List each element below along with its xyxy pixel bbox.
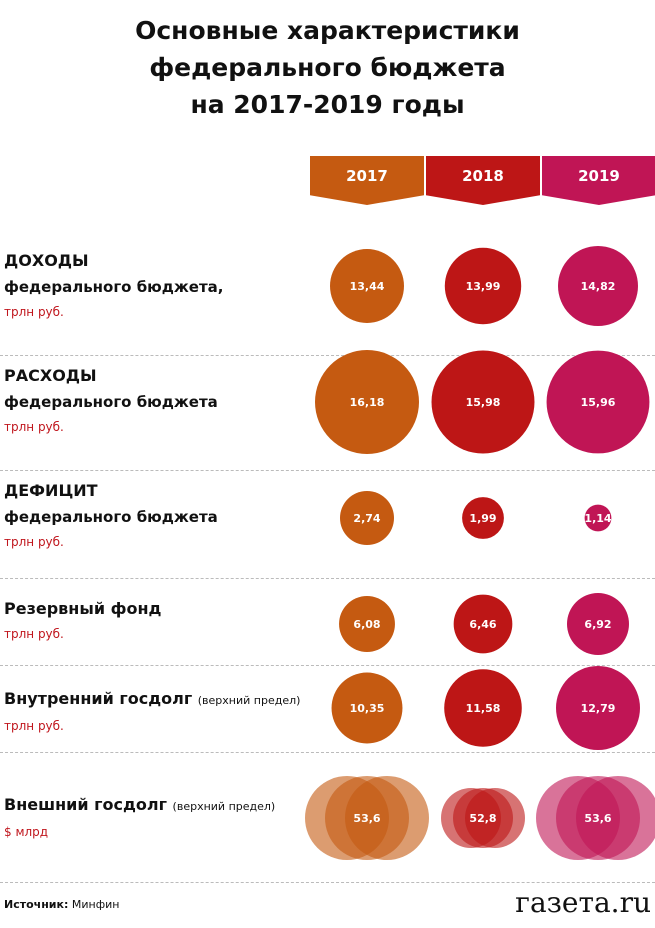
row-title: Резервный фонд [4,596,161,622]
row-title-text: ДОХОДЫ [4,251,89,270]
row-label: Внешний госдолг (верхний предел) $ млрд [4,792,275,844]
bubble-value-label: 52,8 [469,812,496,825]
bubble [315,350,419,454]
logo: газета.ru [515,886,651,919]
source-value: Минфин [71,898,120,911]
bubble [465,788,525,848]
title-line: на 2017-2019 годы [190,90,465,119]
row-title: Внешний госдолг (верхний предел) [4,792,275,820]
bubble-value-label: 13,99 [466,280,501,293]
bubble-value-label: 10,35 [350,702,385,715]
row-note: (верхний предел) [197,694,301,707]
bubble [431,350,535,454]
bubble [576,776,655,860]
bubble-value-label: 16,18 [350,396,385,409]
bubble [340,491,394,545]
row-title: ДОХОДЫ [4,248,224,274]
row-title-text: Внешний госдолг [4,795,167,814]
bubble-value-label: 15,96 [581,396,616,409]
row-unit: трлн руб. [4,420,64,434]
row-label: Внутренний госдолг (верхний предел) трлн … [4,686,300,738]
bubble [546,350,650,454]
bubble [330,249,404,323]
row-label: Резервный фонд трлн руб. [4,596,161,646]
bubble [339,596,395,652]
bubble-value-label: 1,99 [469,512,496,525]
row-subtitle: федерального бюджета [4,508,218,526]
row-separator [0,355,655,356]
row-label: ДОХОДЫ федерального бюджета, трлн руб. [4,248,224,324]
bubble [584,504,612,532]
row-title-text: Резервный фонд [4,599,162,618]
row-label: РАСХОДЫ федерального бюджета трлн руб. [4,363,218,439]
bubble-value-label: 12,79 [581,702,616,715]
row-separator [0,470,655,471]
bubble-value-label: 2,74 [353,512,380,525]
row-unit: $ млрд [4,825,49,839]
row-title-text: РАСХОДЫ [4,366,97,385]
bubble [567,593,629,655]
bubble-value-label: 14,82 [581,280,616,293]
row-unit: трлн руб. [4,305,64,319]
row-separator [0,752,655,753]
source-label: Источник: [4,898,69,911]
bubble [556,666,640,750]
year-header-2019: 2019 [542,156,655,205]
row-title: РАСХОДЫ [4,363,218,389]
source: Источник: Минфин [4,898,119,911]
title-line: Основные характеристики [135,16,520,45]
row-title-text: ДЕФИЦИТ [4,481,98,500]
row-separator [0,578,655,579]
bubble [558,246,638,326]
row-title-text: Внутренний госдолг [4,689,193,708]
bubble-value-label: 6,46 [469,618,496,631]
bubble-value-label: 53,6 [353,812,380,825]
bubble [453,594,513,654]
bubble-value-label: 1,14 [584,512,611,525]
row-title: Внутренний госдолг (верхний предел) [4,686,300,714]
bubble-value-label: 11,58 [466,702,501,715]
row-subtitle: федерального бюджета, [4,278,224,296]
bubble [444,247,522,325]
row-subtitle: федерального бюджета [4,393,218,411]
bubble-value-label: 6,08 [353,618,380,631]
bubble-value-label: 13,44 [350,280,385,293]
bubble-value-label: 15,98 [466,396,501,409]
row-note: (верхний предел) [172,800,276,813]
page-title: Основные характеристики федерального бюд… [0,12,655,123]
bubble [462,497,504,539]
row-title: ДЕФИЦИТ [4,478,218,504]
row-separator [0,882,655,883]
row-unit: трлн руб. [4,627,64,641]
bubble [331,672,403,744]
bubble [345,776,429,860]
year-header-2018: 2018 [426,156,540,205]
row-label: ДЕФИЦИТ федерального бюджета трлн руб. [4,478,218,554]
bubble-value-label: 6,92 [584,618,611,631]
title-line: федерального бюджета [149,53,506,82]
bubble-value-label: 53,6 [584,812,611,825]
bubble [444,669,522,747]
row-unit: трлн руб. [4,719,64,733]
row-separator [0,665,655,666]
year-header-2017: 2017 [310,156,424,205]
row-unit: трлн руб. [4,535,64,549]
